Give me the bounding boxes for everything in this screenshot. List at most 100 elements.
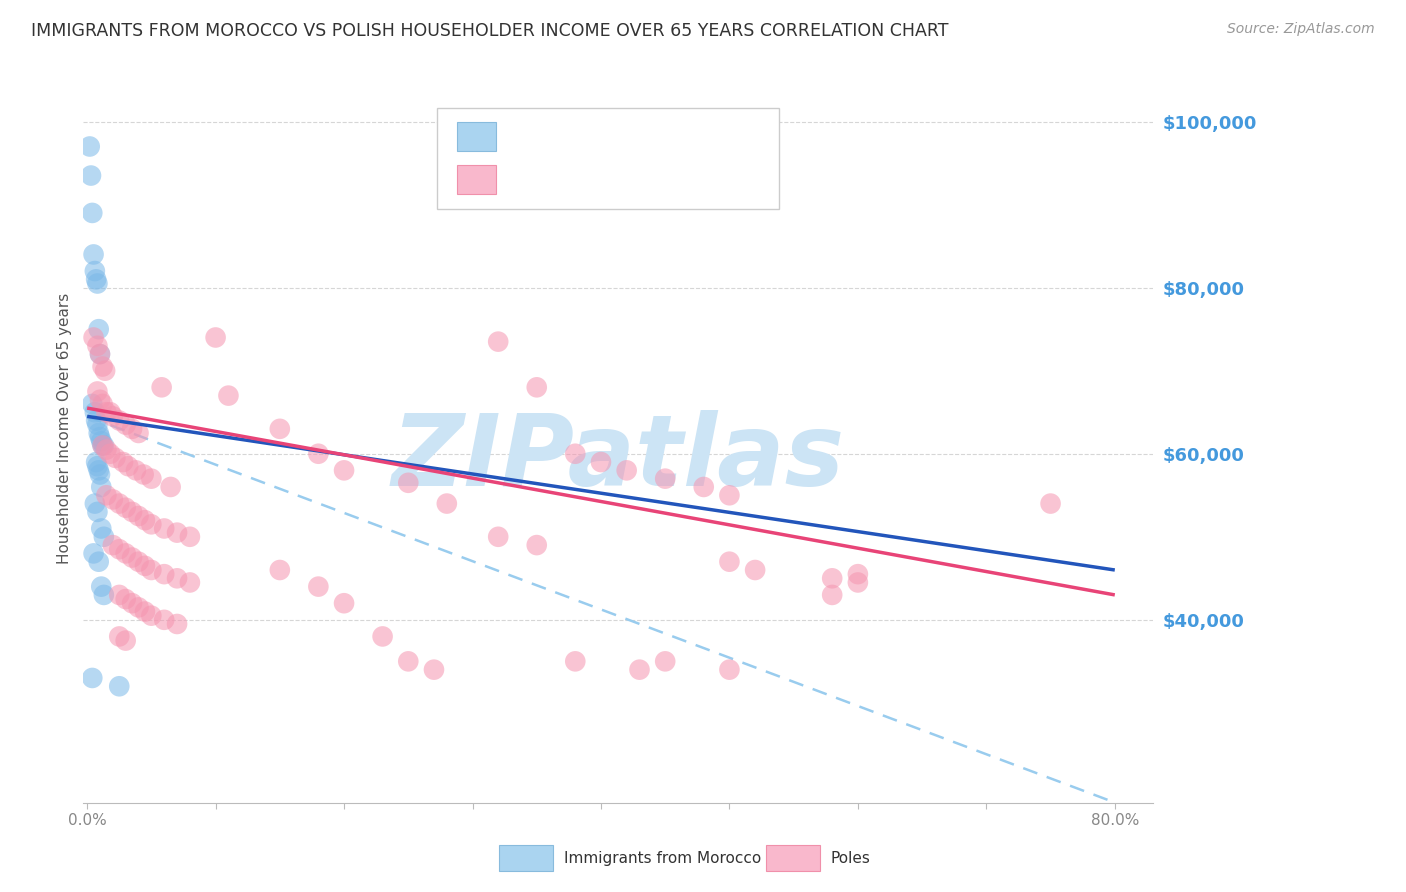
Point [82,397,104,411]
Text: ZIPatlas: ZIPatlas [392,410,845,508]
Point [134,513,156,527]
Text: IMMIGRANTS FROM MOROCCO VS POLISH HOUSEHOLDER INCOME OVER 65 YEARS CORRELATION C: IMMIGRANTS FROM MOROCCO VS POLISH HOUSEH… [31,22,949,40]
Point [101,492,124,507]
Point [821,588,844,602]
Text: Poles: Poles [831,851,870,865]
Point [128,509,150,524]
Point [87,322,110,336]
Point [307,580,329,594]
Point [83,330,105,344]
Point [128,555,150,569]
Point [96,405,118,419]
Point [153,521,176,535]
Point [128,600,150,615]
Point [616,463,638,477]
Text: 95: 95 [640,170,662,188]
Point [217,389,239,403]
Text: N =: N = [609,128,648,145]
Point [159,480,181,494]
Point [84,272,107,286]
Point [91,438,114,452]
Point [628,663,651,677]
Point [141,517,163,532]
Point [269,422,291,436]
Point [141,472,163,486]
Point [93,438,115,452]
Point [83,405,105,419]
Point [90,480,112,494]
Point [423,663,446,677]
Point [396,475,419,490]
Point [84,413,107,427]
Point [693,480,716,494]
Text: N =: N = [609,170,648,188]
Point [89,392,111,407]
Point [564,654,586,668]
Point [564,447,586,461]
Text: -0.109: -0.109 [538,128,595,145]
Point [371,629,394,643]
Point [98,405,121,419]
Point [846,575,869,590]
Point [718,488,741,502]
Point [94,364,117,378]
Point [86,339,108,353]
Point [90,580,112,594]
Text: 33: 33 [640,128,662,145]
Point [269,563,291,577]
Point [82,206,104,220]
Point [654,472,676,486]
Point [134,558,156,573]
Point [93,588,115,602]
Point [153,613,176,627]
Point [83,264,105,278]
Point [86,277,108,291]
Point [166,571,188,585]
Text: R =: R = [508,128,546,145]
Point [150,380,173,394]
Point [104,450,127,465]
Point [121,550,143,565]
Point [89,467,111,482]
Point [589,455,612,469]
Point [132,467,155,482]
Point [82,671,104,685]
Point [86,505,108,519]
Point [86,384,108,399]
Point [1039,497,1062,511]
Point [83,546,105,560]
Point [91,397,114,411]
Point [179,530,201,544]
Point [96,488,118,502]
Point [79,139,101,153]
Point [333,463,356,477]
Point [83,247,105,261]
Point [86,459,108,474]
Point [121,422,143,436]
Point [87,555,110,569]
Point [307,447,329,461]
Point [93,530,115,544]
Point [86,417,108,432]
Point [179,575,201,590]
Y-axis label: Householder Income Over 65 years: Householder Income Over 65 years [58,293,72,565]
Point [108,413,131,427]
Point [114,500,136,515]
Point [166,617,188,632]
Point [90,521,112,535]
Text: Immigrants from Morocco: Immigrants from Morocco [564,851,761,865]
Text: Source: ZipAtlas.com: Source: ZipAtlas.com [1227,22,1375,37]
Point [98,447,121,461]
Point [91,438,114,452]
Point [114,417,136,432]
Point [141,563,163,577]
Point [108,679,131,693]
Point [141,608,163,623]
Point [486,530,509,544]
Point [96,442,118,457]
Point [744,563,766,577]
Point [204,330,226,344]
Point [114,546,136,560]
Point [125,463,148,477]
Point [486,334,509,349]
